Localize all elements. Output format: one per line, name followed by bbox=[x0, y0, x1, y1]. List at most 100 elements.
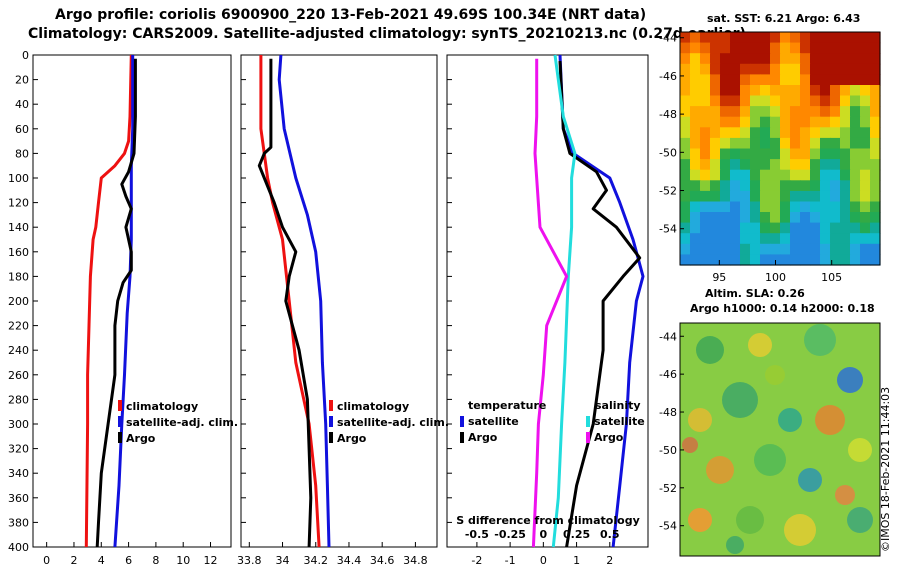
sst-cell bbox=[860, 201, 871, 213]
sst-cell bbox=[760, 63, 771, 75]
sst-cell bbox=[760, 243, 771, 255]
sst-cell bbox=[840, 180, 851, 192]
sst-cell bbox=[740, 169, 751, 181]
sst-cell bbox=[840, 32, 851, 44]
sst-cell bbox=[730, 180, 741, 192]
sst-cell bbox=[860, 148, 871, 160]
y-tick-label: 160 bbox=[8, 246, 29, 259]
sst-cell bbox=[850, 222, 861, 234]
title-line-2: Climatology: CARS2009. Satellite-adjuste… bbox=[28, 26, 746, 42]
series-climatology bbox=[84, 54, 133, 548]
sst-cell bbox=[760, 42, 771, 54]
sst-cell bbox=[700, 116, 711, 128]
sst-cell bbox=[830, 32, 841, 44]
sst-cell bbox=[870, 32, 881, 44]
sst-cell bbox=[730, 127, 741, 139]
sst-cell bbox=[820, 222, 831, 234]
sst-cell bbox=[690, 169, 701, 181]
sla-blob bbox=[688, 508, 712, 532]
sst-cell bbox=[850, 212, 861, 224]
sst-cell bbox=[810, 222, 821, 234]
sst-cell bbox=[720, 254, 731, 266]
sst-cell bbox=[700, 243, 711, 255]
sst-cell bbox=[810, 116, 821, 128]
sst-cell bbox=[760, 201, 771, 213]
y-tick-label: 380 bbox=[8, 516, 29, 529]
sst-cell bbox=[760, 212, 771, 224]
sst-cell bbox=[680, 137, 691, 150]
sst-cell bbox=[740, 222, 751, 234]
sst-cell bbox=[830, 190, 841, 203]
sst-cell bbox=[680, 254, 691, 266]
sst-cell bbox=[840, 159, 851, 171]
sst-cell bbox=[680, 169, 691, 181]
sla-blob bbox=[754, 444, 786, 476]
sst-cell bbox=[710, 243, 721, 255]
sst-cell bbox=[720, 116, 731, 128]
sst-cell bbox=[720, 169, 731, 181]
sst-cell bbox=[790, 85, 801, 97]
sst-cell bbox=[870, 63, 881, 75]
sst-cell bbox=[850, 169, 861, 181]
sla-y-tick-label: -46 bbox=[659, 368, 677, 381]
sst-cell bbox=[720, 243, 731, 255]
sst-cell bbox=[870, 159, 881, 171]
sst-cell bbox=[780, 190, 791, 203]
sst-cell bbox=[850, 254, 861, 266]
sst-cell bbox=[850, 137, 861, 150]
sla-map bbox=[680, 323, 880, 556]
sst-cell bbox=[870, 42, 881, 54]
sst-cell bbox=[750, 63, 761, 75]
series-satellite-adj-clim- bbox=[277, 54, 331, 548]
legend-label: satellite bbox=[594, 415, 645, 428]
sst-cell bbox=[830, 137, 841, 150]
sst-cell bbox=[790, 74, 801, 86]
sst-cell bbox=[830, 53, 841, 65]
sst-cell bbox=[710, 74, 721, 86]
sst-cell bbox=[720, 180, 731, 192]
sst-cell bbox=[710, 53, 721, 65]
sst-cell bbox=[820, 233, 831, 245]
legend-swatch bbox=[329, 400, 333, 411]
sst-cell bbox=[830, 254, 841, 266]
sst-cell bbox=[870, 127, 881, 139]
sst-y-tick-label: -46 bbox=[659, 70, 677, 83]
y-tick-label: 40 bbox=[15, 98, 29, 111]
sst-cell bbox=[850, 148, 861, 160]
sst-cell bbox=[760, 85, 771, 97]
sst-cell bbox=[870, 201, 881, 213]
sst-cell bbox=[800, 148, 811, 160]
sst-cell bbox=[830, 106, 841, 118]
sst-cell bbox=[800, 74, 811, 86]
x-tick-label: 6 bbox=[125, 554, 132, 567]
sst-cell bbox=[690, 222, 701, 234]
sst-cell bbox=[780, 95, 791, 107]
sst-cell bbox=[720, 74, 731, 86]
sla-blob bbox=[835, 485, 855, 505]
sst-cell bbox=[740, 254, 751, 266]
sst-cell bbox=[710, 159, 721, 171]
legend-swatch bbox=[118, 432, 122, 443]
sst-cell bbox=[790, 148, 801, 160]
y-tick-label: 120 bbox=[8, 197, 29, 210]
sst-cell bbox=[850, 159, 861, 171]
sst-cell bbox=[810, 74, 821, 86]
sst-cell bbox=[830, 169, 841, 181]
sst-cell bbox=[760, 53, 771, 65]
sst-cell bbox=[780, 201, 791, 213]
sst-cell bbox=[830, 95, 841, 107]
sst-cell bbox=[870, 190, 881, 203]
sst-cell bbox=[840, 212, 851, 224]
sst-cell bbox=[710, 201, 721, 213]
sst-cell bbox=[700, 127, 711, 139]
sst-cell bbox=[820, 243, 831, 255]
sst-cell bbox=[710, 212, 721, 224]
sst-cell bbox=[680, 106, 691, 118]
sst-cell bbox=[790, 42, 801, 54]
sst-cell bbox=[850, 53, 861, 65]
y-tick-label: 400 bbox=[8, 541, 29, 554]
sst-cell bbox=[810, 190, 821, 203]
sst-cell bbox=[680, 85, 691, 97]
sst-cell bbox=[710, 233, 721, 245]
legend-swatch bbox=[460, 432, 464, 443]
